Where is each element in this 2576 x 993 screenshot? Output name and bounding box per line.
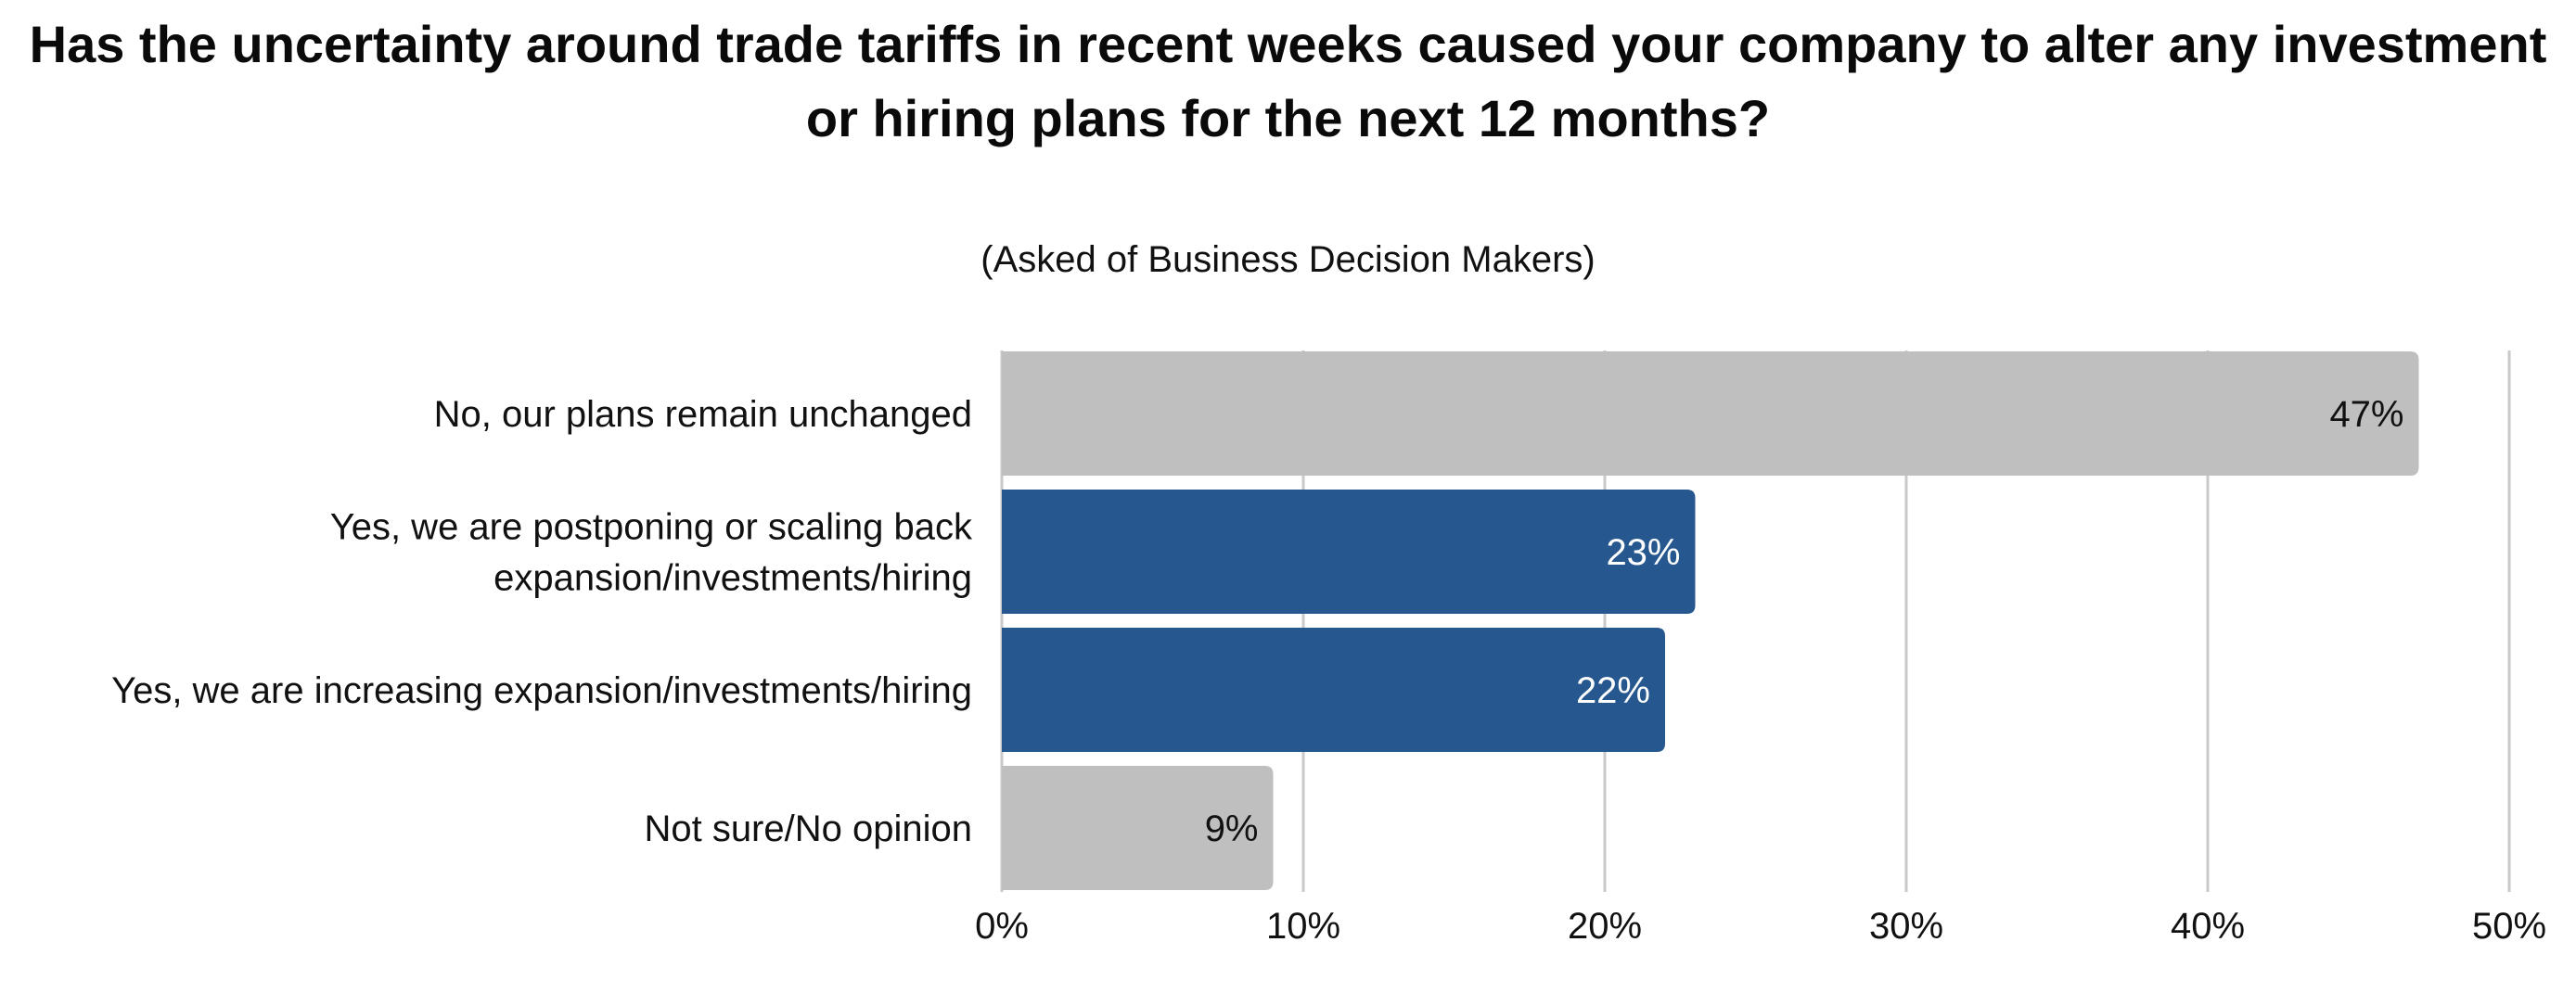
bar xyxy=(1002,490,1696,614)
category-label: expansion/investments/hiring xyxy=(493,558,972,599)
bar xyxy=(1002,766,1274,890)
bars xyxy=(1002,351,2419,890)
x-tick-label: 10% xyxy=(1266,906,1340,947)
data-label: 23% xyxy=(1606,532,1680,573)
bar xyxy=(1002,351,2419,476)
x-tick-label: 30% xyxy=(1869,906,1943,947)
category-label: Yes, we are postponing or scaling back xyxy=(330,507,973,548)
chart-title: Has the uncertainty around trade tariffs… xyxy=(29,15,2547,147)
category-label: Not sure/No opinion xyxy=(644,808,972,849)
x-tick-label: 20% xyxy=(1568,906,1642,947)
x-tick-label: 0% xyxy=(975,906,1029,947)
category-label: No, our plans remain unchanged xyxy=(434,394,972,435)
data-label: 22% xyxy=(1576,670,1650,711)
x-axis-tick-labels: 0% 10% 20% 30% 40% 50% xyxy=(975,906,2546,947)
data-label: 47% xyxy=(2329,394,2403,435)
data-labels: 47% 23% 22% 9% xyxy=(1205,394,2404,849)
x-tick-label: 40% xyxy=(2171,906,2245,947)
chart-subtitle: (Asked of Business Decision Makers) xyxy=(980,239,1596,280)
category-label: Yes, we are increasing expansion/investm… xyxy=(111,670,972,711)
bar xyxy=(1002,628,1665,752)
x-tick-label: 50% xyxy=(2472,906,2546,947)
category-labels: No, our plans remain unchanged Yes, we ar… xyxy=(111,394,973,849)
data-label: 9% xyxy=(1205,808,1259,849)
